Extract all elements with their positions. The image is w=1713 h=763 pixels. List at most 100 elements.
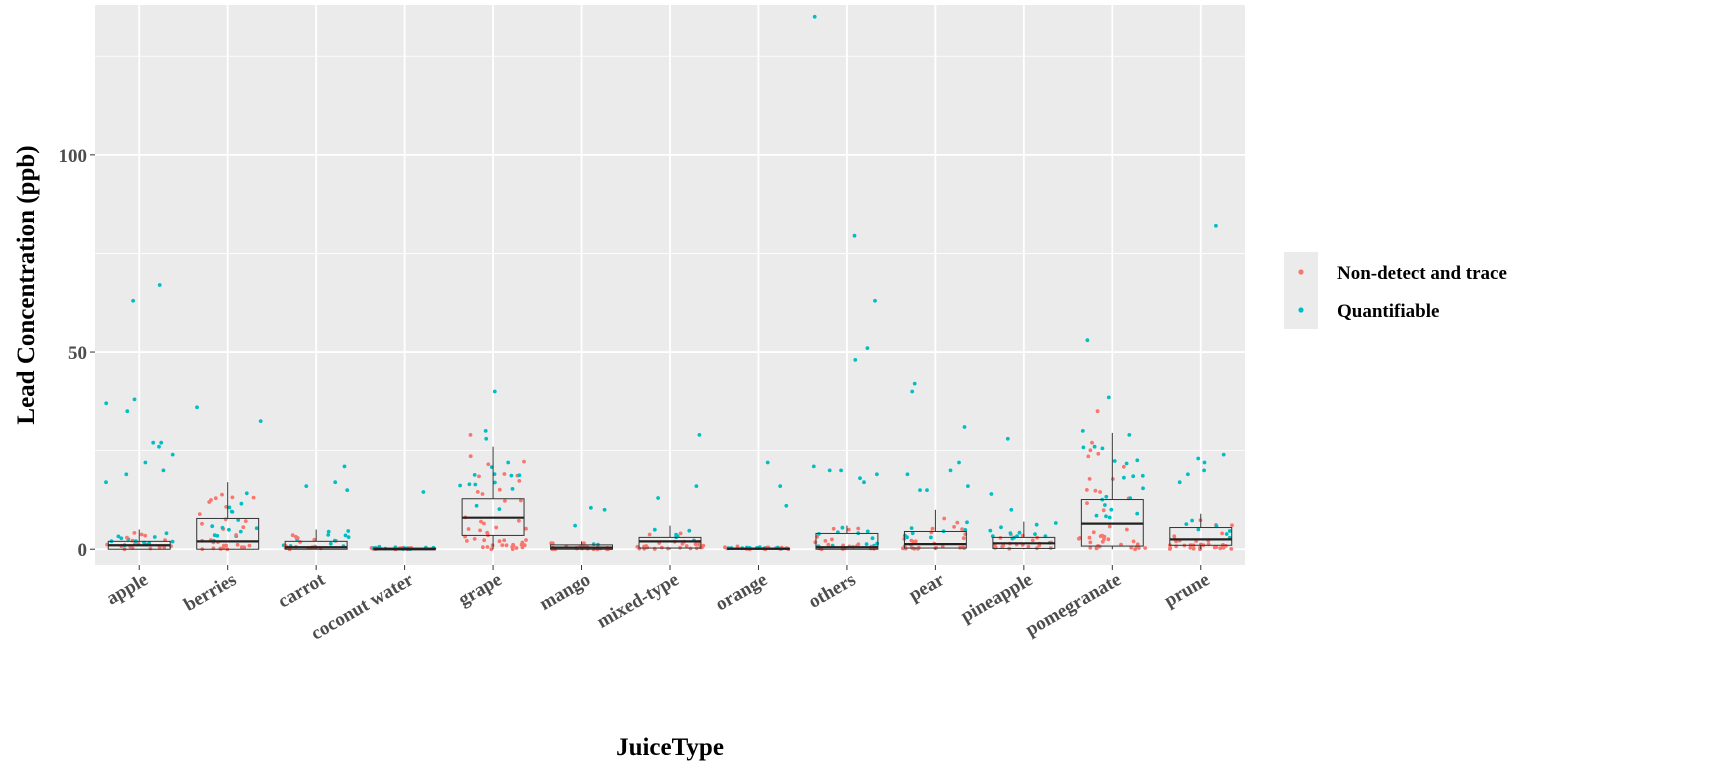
point-non-detect [635,544,640,549]
point-non-detect [823,539,828,543]
point-non-detect [813,540,818,545]
point-non-detect [912,546,917,551]
point-quantifiable [346,529,351,533]
point-quantifiable [492,389,497,394]
point-quantifiable [346,535,351,539]
point-quantifiable [333,480,338,485]
point-non-detect [511,542,515,547]
point-non-detect [1095,545,1100,550]
point-non-detect [522,459,526,464]
point-quantifiable [1112,459,1117,463]
point-non-detect [1087,477,1092,481]
point-non-detect [524,526,528,531]
point-non-detect [125,535,129,540]
point-quantifiable [918,488,922,492]
point-quantifiable [170,539,175,544]
point-quantifiable [326,529,331,534]
point-quantifiable [1100,446,1105,451]
x-tick-label: pomegranate [1022,569,1125,640]
x-tick-label: pineapple [957,569,1036,627]
point-non-detect [1088,448,1093,453]
x-tick-label: pear [905,569,948,606]
point-quantifiable [484,436,489,441]
x-tick-label: orange [712,569,771,615]
point-quantifiable [1227,529,1232,533]
point-quantifiable [164,531,169,536]
point-quantifiable [573,523,577,528]
point-non-detect [1111,477,1115,481]
point-quantifiable [258,419,263,423]
point-quantifiable [778,484,783,488]
point-non-detect [955,520,960,525]
point-non-detect [550,541,555,546]
point-non-detect [693,542,698,547]
point-quantifiable [1196,456,1201,461]
point-quantifiable [910,531,915,536]
point-quantifiable [1081,445,1086,450]
point-quantifiable [1109,507,1114,512]
point-quantifiable [474,503,479,508]
point-non-detect [312,537,317,542]
point-quantifiable [965,520,969,525]
point-quantifiable [827,468,832,473]
point-quantifiable [458,483,462,488]
point-non-detect [1026,544,1031,549]
point-quantifiable [159,440,164,445]
point-quantifiable [873,298,877,303]
point-quantifiable [909,526,914,530]
y-tick-label: 0 [78,540,88,561]
point-non-detect [652,546,657,551]
point-non-detect [130,538,135,543]
point-quantifiable [157,444,161,449]
boxplot [196,482,260,550]
box-iqr [815,532,879,550]
point-quantifiable [656,496,660,500]
point-non-detect [1143,546,1148,550]
point-non-detect [1087,535,1092,540]
point-non-detect [472,537,477,541]
point-quantifiable [963,528,968,532]
legend-label-quantifiable: Quantifiable [1337,301,1439,322]
point-non-detect [952,525,956,529]
point-quantifiable [161,468,166,473]
point-quantifiable [1085,338,1090,343]
point-quantifiable [506,460,511,465]
point-non-detect [1090,440,1094,445]
point-quantifiable [865,529,870,534]
point-quantifiable [328,541,333,546]
point-quantifiable [589,505,593,510]
point-quantifiable [1017,530,1022,535]
point-non-detect [497,539,502,544]
legend-swatch-quantifiable [1298,307,1304,313]
point-quantifiable [152,535,157,539]
point-non-detect [502,472,507,476]
point-quantifiable [1202,460,1207,465]
point-quantifiable [864,542,869,546]
point-non-detect [723,545,727,550]
point-quantifiable [1196,527,1201,532]
point-non-detect [1030,538,1035,543]
boxplot [727,547,790,550]
point-non-detect [1220,531,1224,536]
box-iqr [1169,527,1233,546]
point-quantifiable [966,484,970,488]
point-quantifiable [1140,473,1145,478]
point-non-detect [1037,543,1042,548]
boxplot [992,521,1056,550]
point-non-detect [465,539,469,543]
point-quantifiable [509,473,514,478]
point-quantifiable [343,533,348,538]
point-non-detect [1088,545,1093,550]
point-quantifiable [220,525,225,530]
point-non-detect [1098,534,1103,539]
point-quantifiable [244,491,249,496]
point-non-detect [940,544,945,549]
point-quantifiable [1092,444,1097,449]
point-non-detect [1133,547,1137,552]
legend-label-non-detect: Non-detect and trace [1337,263,1507,284]
point-non-detect [197,512,202,516]
point-non-detect [298,540,302,544]
point-quantifiable [1107,515,1112,520]
boxplot [1080,432,1144,550]
